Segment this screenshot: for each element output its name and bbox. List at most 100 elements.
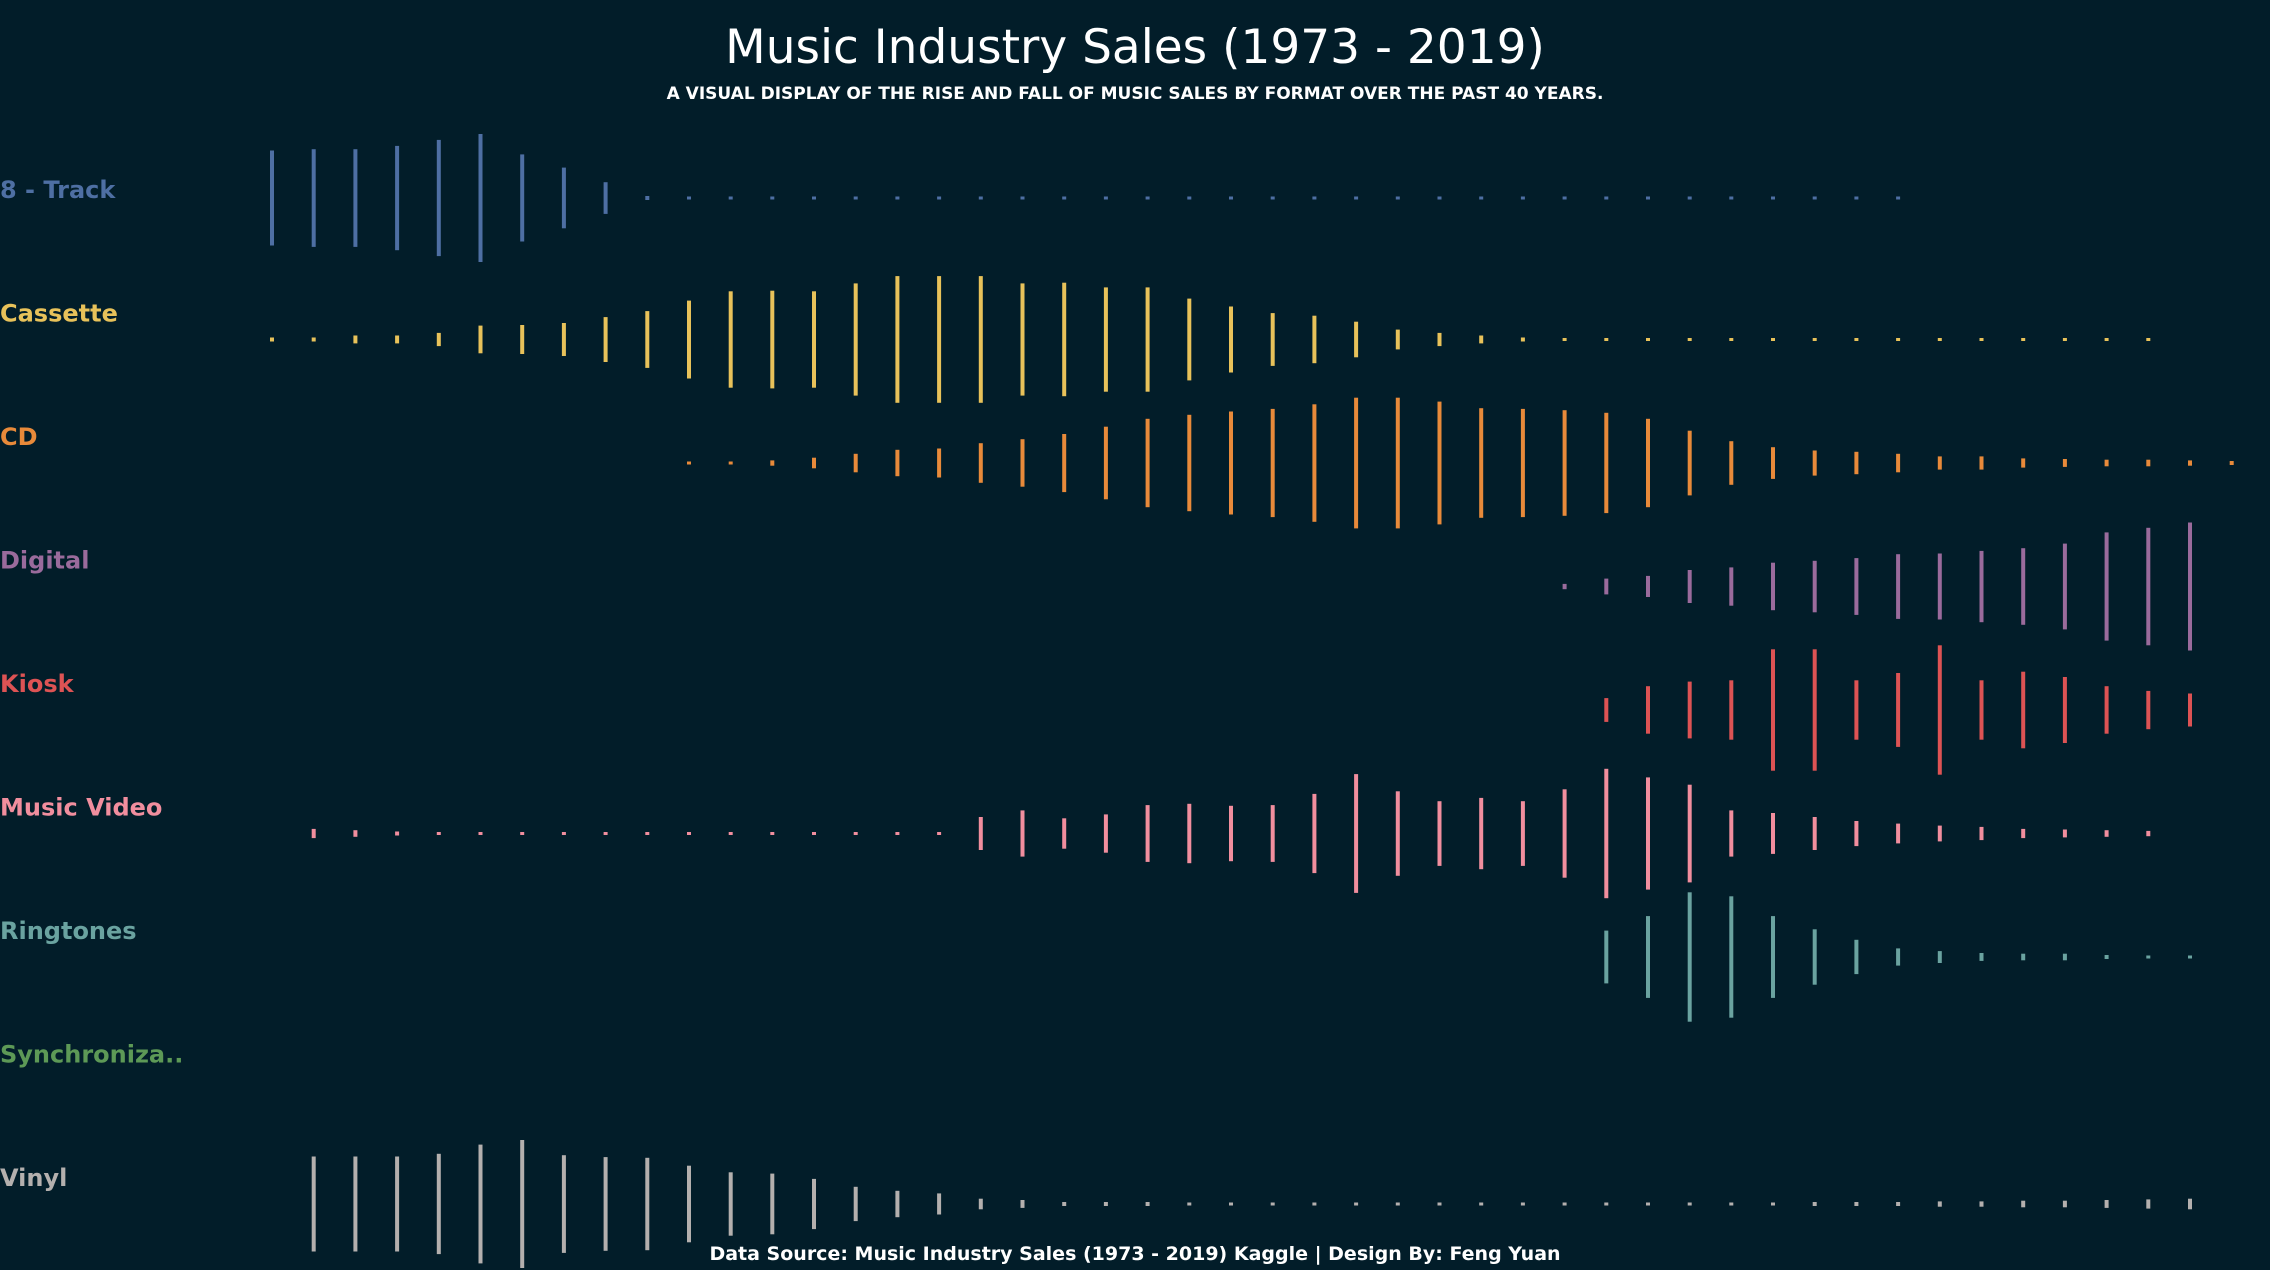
format-label: Cassette: [0, 300, 118, 328]
sales-bar: [1771, 562, 1775, 611]
sales-bar: [1270, 1202, 1275, 1206]
sales-bar: [937, 196, 942, 200]
sales-bar: [770, 1173, 775, 1235]
sales-bar: [1145, 287, 1150, 392]
sales-bar: [1687, 1202, 1692, 1206]
sales-bar: [2021, 828, 2026, 839]
sales-bar: [812, 291, 816, 388]
sales-bar: [1312, 1202, 1317, 1206]
sales-bar: [728, 196, 733, 200]
sales-bar: [1395, 397, 1400, 529]
sales-bar: [436, 332, 441, 347]
sales-bar: [978, 196, 983, 200]
sales-bar: [2021, 458, 2026, 468]
sales-bar: [812, 196, 816, 200]
sales-bar: [1562, 583, 1567, 590]
sales-bar: [2104, 830, 2109, 837]
sales-bar: [895, 832, 900, 835]
sales-bar: [1729, 196, 1734, 200]
sales-bar: [478, 1144, 483, 1264]
sales-bar: [478, 134, 483, 262]
sales-bar: [1479, 1202, 1484, 1206]
sales-bar: [2062, 677, 2067, 743]
sales-bar: [1896, 338, 1901, 341]
sales-bar: [2062, 543, 2067, 630]
sales-bar: [1020, 439, 1025, 487]
sales-bar: [1062, 196, 1067, 200]
format-row: Music Video: [0, 768, 2151, 899]
sales-bar: [1646, 575, 1650, 597]
data-source-footer: Data Source: Music Industry Sales (1973 …: [709, 1243, 1561, 1265]
sales-bar: [2146, 459, 2151, 467]
sales-bar: [1979, 1201, 1984, 1207]
sales-bar: [1979, 456, 1984, 470]
sales-bar: [2062, 953, 2067, 961]
sales-bar: [2062, 829, 2067, 838]
sales-bar: [1479, 408, 1484, 518]
sales-bar: [2062, 1200, 2067, 1208]
sales-bar: [1687, 430, 1692, 496]
sales-bar: [2104, 955, 2109, 959]
sales-bar: [1479, 335, 1484, 344]
sales-bar: [1020, 1200, 1025, 1208]
format-label: CD: [0, 423, 38, 451]
sales-bar: [937, 448, 942, 478]
sales-bar: [1103, 196, 1108, 200]
sales-bar: [1562, 338, 1567, 341]
sales-bar: [1520, 408, 1525, 518]
sales-bar: [1562, 789, 1567, 878]
sales-bar: [1687, 196, 1692, 200]
sales-bar: [1312, 404, 1317, 522]
format-label: Ringtones: [0, 917, 137, 945]
sales-bar: [1229, 411, 1233, 515]
sales-bar: [1937, 338, 1942, 341]
sales-bar: [1604, 412, 1609, 514]
sales-bar: [687, 1165, 691, 1243]
sales-bar: [311, 828, 316, 839]
sales-bar: [478, 325, 483, 354]
sales-bar: [1437, 1202, 1442, 1206]
sales-bar: [1229, 196, 1233, 200]
sales-bar: [1145, 805, 1150, 862]
sales-bar: [1854, 451, 1859, 475]
sales-bar: [1354, 196, 1359, 200]
sales-bar: [561, 832, 566, 835]
sales-bar: [1771, 447, 1775, 479]
sales-bar: [1354, 397, 1359, 529]
sales-bar: [1896, 1202, 1901, 1206]
sales-bar: [436, 832, 441, 835]
sales-bar: [1771, 1202, 1775, 1206]
sales-bar: [1520, 196, 1525, 200]
sales-bar: [1187, 803, 1192, 864]
sales-bar: [2146, 338, 2151, 341]
sales-bar: [1854, 196, 1859, 200]
sales-bar: [353, 830, 358, 837]
sales-bar: [728, 832, 733, 835]
sales-bar: [1771, 916, 1775, 998]
sales-bar: [2146, 1199, 2151, 1209]
sales-bar: [1312, 793, 1317, 874]
sales-bar: [853, 1186, 858, 1222]
sales-bar: [645, 196, 650, 200]
format-row: Kiosk: [0, 645, 2192, 775]
sales-bar: [1520, 801, 1525, 866]
sales-bar: [1437, 196, 1442, 200]
sales-bar: [1145, 418, 1150, 508]
sales-bar: [1646, 916, 1650, 998]
sales-bar: [1229, 805, 1233, 862]
sales-bar: [311, 337, 316, 342]
sales-bar: [1646, 196, 1650, 200]
sales-bar: [395, 1156, 400, 1252]
sales-bar: [1937, 1201, 1942, 1207]
sales-bar: [1896, 823, 1901, 844]
sales-bar: [1937, 825, 1942, 842]
sales-bar: [1604, 196, 1609, 200]
sales-bar: [2188, 460, 2192, 466]
sales-bar: [1520, 337, 1525, 342]
sales-bar: [1937, 456, 1942, 470]
sales-bar: [353, 1156, 358, 1252]
sales-bar: [603, 832, 608, 835]
sales-bar: [1604, 698, 1609, 722]
sales-bar: [2146, 955, 2151, 959]
